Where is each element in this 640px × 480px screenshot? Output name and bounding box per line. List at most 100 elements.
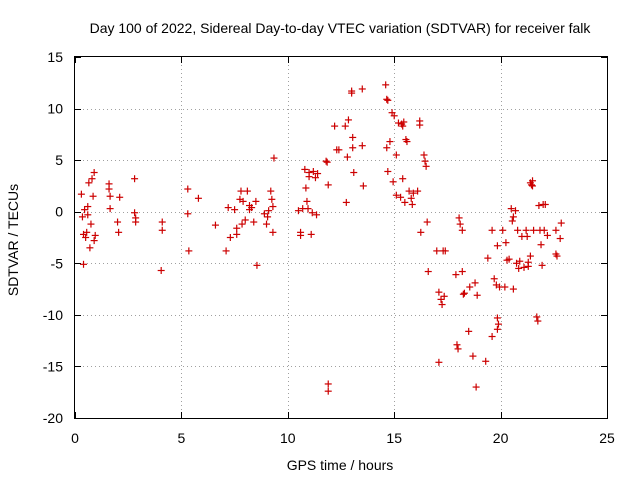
data-point [358, 85, 366, 93]
data-point [501, 283, 509, 291]
data-point [185, 247, 193, 255]
data-point [78, 213, 86, 221]
data-point [86, 244, 94, 252]
data-point [405, 187, 413, 195]
data-point [511, 207, 519, 215]
data-point [422, 162, 430, 170]
data-point [157, 267, 165, 275]
data-point [540, 226, 548, 234]
data-point [301, 165, 309, 173]
y-tick-label: 0 [55, 204, 63, 220]
data-point [390, 112, 398, 120]
chart-title: Day 100 of 2022, Sidereal Day-to-day VTE… [90, 20, 592, 36]
y-tick-label: 5 [55, 152, 63, 168]
data-point [437, 295, 445, 303]
data-point [458, 268, 466, 276]
data-point [105, 185, 113, 193]
data-point [231, 206, 239, 214]
data-point [473, 291, 481, 299]
data-point [421, 157, 429, 165]
data-point [305, 173, 313, 181]
data-point [252, 197, 260, 205]
data-point [248, 204, 256, 212]
data-point [456, 220, 464, 228]
data-point [471, 279, 479, 287]
data-point [541, 200, 549, 208]
x-axis-title: GPS time / hours [287, 457, 394, 473]
data-point [194, 194, 202, 202]
data-point [297, 231, 305, 239]
data-point [348, 89, 356, 97]
y-tick-labels: -20 -15 -10 -5 0 5 10 15 [43, 49, 63, 426]
data-point [538, 261, 546, 269]
data-point [80, 260, 88, 268]
data-point [265, 207, 273, 215]
x-tick-label: 20 [493, 430, 509, 446]
data-point [158, 218, 166, 226]
data-point [488, 226, 496, 234]
data-point [507, 205, 515, 213]
data-point [241, 216, 249, 224]
data-point [514, 226, 522, 234]
data-point [383, 95, 391, 103]
data-point [423, 218, 431, 226]
data-point [392, 151, 400, 159]
data-point [382, 81, 390, 89]
data-point [184, 210, 192, 218]
data-point [509, 213, 517, 221]
data-point [264, 213, 272, 221]
data-point [268, 195, 276, 203]
data-point [417, 228, 425, 236]
data-point [106, 205, 114, 213]
data-point [383, 144, 391, 152]
data-point [260, 210, 268, 218]
data-point [520, 263, 528, 271]
data-point [131, 209, 139, 217]
data-point [106, 192, 114, 200]
data-point [386, 138, 394, 146]
data-point [493, 325, 501, 333]
data-point [233, 224, 241, 232]
data-point [267, 187, 275, 195]
data-point [553, 252, 561, 260]
data-point [482, 357, 490, 365]
data-point [438, 301, 446, 309]
y-axis-title: SDTVAR / TECUs [5, 184, 21, 296]
data-point [537, 241, 545, 249]
data-point [522, 226, 530, 234]
data-point [394, 119, 402, 127]
data-point [401, 198, 409, 206]
data-point [308, 209, 316, 217]
data-point [465, 327, 473, 335]
y-tick-label: -10 [43, 307, 63, 323]
data-point [529, 182, 537, 190]
data-point [269, 203, 277, 211]
data-point [358, 142, 366, 150]
data-point [132, 214, 140, 222]
data-point [552, 226, 560, 234]
data-point [526, 252, 534, 260]
data-point [324, 387, 332, 395]
x-tick-label: 15 [386, 430, 402, 446]
data-point [524, 262, 532, 270]
data-point [384, 96, 392, 104]
data-point [490, 275, 498, 283]
data-point [452, 271, 460, 279]
data-point [493, 314, 501, 322]
data-point [304, 205, 312, 213]
data-point [324, 181, 332, 189]
data-point [484, 254, 492, 262]
data-point [84, 211, 92, 219]
data-point [499, 226, 507, 234]
data-point [224, 204, 232, 212]
data-point [84, 203, 92, 211]
data-point [343, 153, 351, 161]
data-point [409, 189, 417, 197]
data-point [460, 289, 468, 297]
data-point [533, 313, 541, 321]
data-point [488, 333, 496, 341]
data-point [269, 228, 277, 236]
x-tick-label: 25 [599, 430, 615, 446]
data-point [399, 122, 407, 130]
data-point [440, 292, 448, 300]
